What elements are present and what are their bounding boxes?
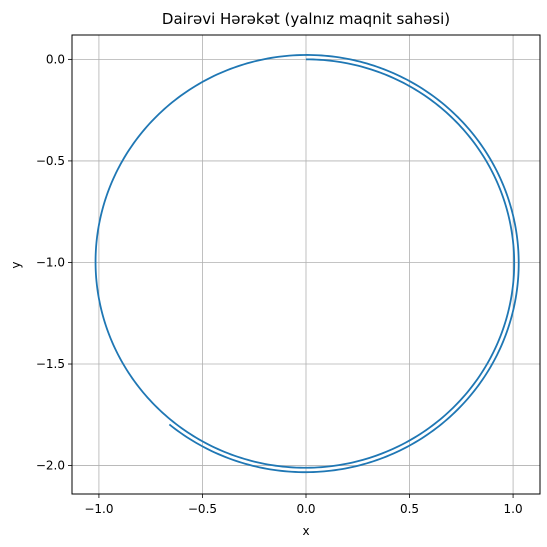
x-axis-ticks: −1.0 −0.5 0.0 0.5 1.0 [84,494,523,516]
y-axis-ticks: 0.0 −0.5 −1.0 −1.5 −2.0 [36,52,72,473]
x-tick-label: 0.5 [400,502,419,516]
x-tick-label: 1.0 [504,502,523,516]
chart-title: Dairəvi Hərəkət (yalnız maqnit sahəsi) [162,10,450,28]
grid [72,35,540,494]
y-tick-label: −2.0 [36,459,65,473]
y-tick-label: 0.0 [46,52,65,66]
y-tick-label: −1.0 [36,255,65,269]
x-axis-label: x [302,524,309,538]
y-tick-label: −1.5 [36,357,65,371]
series-line [94,54,520,474]
y-axis-label: y [9,261,23,268]
x-tick-label: 0.0 [296,502,315,516]
x-tick-label: −0.5 [188,502,217,516]
y-tick-label: −0.5 [36,154,65,168]
x-tick-label: −1.0 [84,502,113,516]
